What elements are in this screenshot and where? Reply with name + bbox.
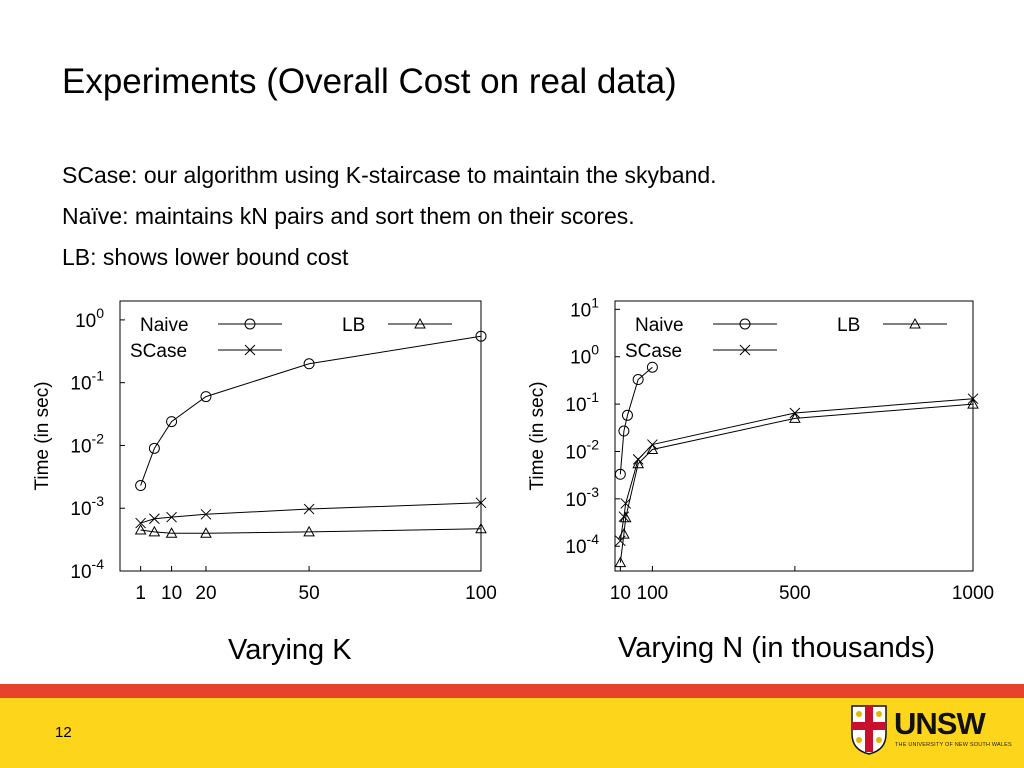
- data-point-lb: [646, 443, 659, 455]
- y-tick-label: 100: [570, 342, 599, 369]
- data-point-naive: [200, 391, 212, 403]
- y-tick-label: 10-3: [565, 484, 599, 511]
- x-tick-label: 20: [195, 583, 216, 604]
- bullet-item: Naïve: maintains kN pairs and sort them …: [62, 203, 635, 229]
- data-point-lb: [618, 528, 630, 539]
- bullet-list: SCase: our algorithm using K-staircase t…: [62, 155, 717, 278]
- caption-varying-n: Varying N (in thousands): [618, 632, 936, 664]
- data-point-lb: [475, 522, 487, 534]
- y-axis-label: Time (in sec): [32, 381, 53, 490]
- series-line-naive: [619, 366, 653, 475]
- legend-marker-lb: [414, 317, 426, 329]
- data-point-lb: [200, 527, 212, 538]
- data-point-naive: [646, 361, 658, 373]
- page-number: 12: [55, 724, 72, 741]
- legend-label-lb: LB: [342, 315, 365, 336]
- data-point-scase: [200, 508, 212, 520]
- y-tick-label: 10-1: [70, 368, 104, 395]
- y-tick-label: 10-2: [565, 436, 599, 463]
- legend-label-lb: LB: [837, 315, 860, 336]
- chart-varying-n: 10 100 500 1000 101 100 10-1 10-2 10-3 10-4 Time (…: [515, 290, 1010, 620]
- plot-frame: [614, 300, 974, 572]
- series-line-scase: [140, 502, 482, 524]
- y-axis-label: Time (in sec): [527, 381, 548, 490]
- data-point-naive: [135, 480, 147, 492]
- data-point-naive: [614, 468, 626, 480]
- x-tick-label: 50: [299, 583, 320, 604]
- footer-red-band: [0, 684, 1024, 698]
- unsw-crest-icon: [851, 705, 887, 755]
- y-tick-label: 101: [570, 294, 599, 321]
- legend-marker-naive: [739, 318, 751, 330]
- y-tick-label: 100: [75, 305, 104, 332]
- data-point-naive: [148, 442, 160, 454]
- data-point-naive: [166, 416, 178, 428]
- x-tick-label: 100: [637, 583, 669, 604]
- legend-marker-scase: [244, 344, 256, 356]
- chart-varying-k-svg: 1 10 20 50 100 100 10-1 10-2 10-3 10-4 Time (in se…: [32, 300, 497, 604]
- legend-marker-scase: [739, 344, 751, 356]
- chart-varying-n-svg: 10 100 500 1000 101 100 10-1 10-2 10-3 10-4 Time (…: [527, 294, 994, 604]
- legend-label-naive: Naive: [140, 315, 189, 336]
- legend-label-naive: Naive: [635, 315, 684, 336]
- x-tick-label: 100: [465, 583, 497, 604]
- y-tick-label: 10-2: [70, 430, 104, 457]
- y-tick-label: 10-3: [70, 493, 104, 520]
- data-point-naive: [475, 330, 487, 342]
- legend-label-scase: SCase: [130, 341, 187, 362]
- data-point-scase: [303, 503, 315, 515]
- data-point-lb: [789, 412, 801, 423]
- x-tick-label: 10: [161, 583, 182, 604]
- data-point-scase: [620, 498, 632, 509]
- series-line-scase: [619, 398, 974, 541]
- data-point-scase: [475, 497, 487, 509]
- plot-frame: [119, 300, 482, 572]
- data-point-lb: [134, 523, 147, 535]
- x-tick-label: 10: [610, 583, 631, 604]
- data-point-naive: [632, 374, 644, 386]
- unsw-logo-subtitle: THE UNIVERSITY OF NEW SOUTH WALES: [895, 742, 1012, 748]
- y-tick-label: 10-4: [70, 556, 104, 583]
- data-point-lb: [165, 527, 178, 538]
- chart-varying-k: 1 10 20 50 100 100 10-1 10-2 10-3 10-4 Time (in se…: [20, 290, 500, 620]
- legend-label-scase: SCase: [625, 341, 682, 362]
- series-line-lb: [619, 403, 974, 563]
- x-tick-label: 1: [135, 583, 146, 604]
- data-point-lb: [967, 398, 979, 409]
- data-point-lb: [614, 556, 627, 568]
- data-point-scase: [166, 511, 177, 523]
- legend-marker-lb: [909, 317, 921, 329]
- series-line-naive: [140, 335, 482, 486]
- caption-varying-k: Varying K: [228, 634, 352, 666]
- y-tick-label: 10-4: [565, 531, 599, 558]
- bullet-item: SCase: our algorithm using K-staircase t…: [62, 162, 717, 188]
- data-point-lb: [619, 511, 632, 523]
- x-tick-label: 500: [779, 583, 811, 604]
- slide-title: Experiments (Overall Cost on real data): [62, 62, 677, 101]
- data-point-scase: [135, 517, 146, 529]
- data-point-lb: [148, 525, 161, 537]
- data-point-lb: [632, 457, 645, 469]
- legend-marker-naive: [244, 318, 256, 330]
- data-point-lb: [303, 525, 315, 537]
- data-point-naive: [621, 409, 633, 421]
- y-tick-label: 10-1: [565, 389, 599, 416]
- x-tick-label: 1000: [952, 583, 994, 604]
- data-point-scase: [149, 513, 160, 525]
- unsw-logo-text: UNSW: [894, 706, 986, 741]
- data-point-naive: [303, 358, 315, 370]
- data-point-naive: [618, 425, 630, 437]
- bullet-item: LB: shows lower bound cost: [62, 244, 349, 270]
